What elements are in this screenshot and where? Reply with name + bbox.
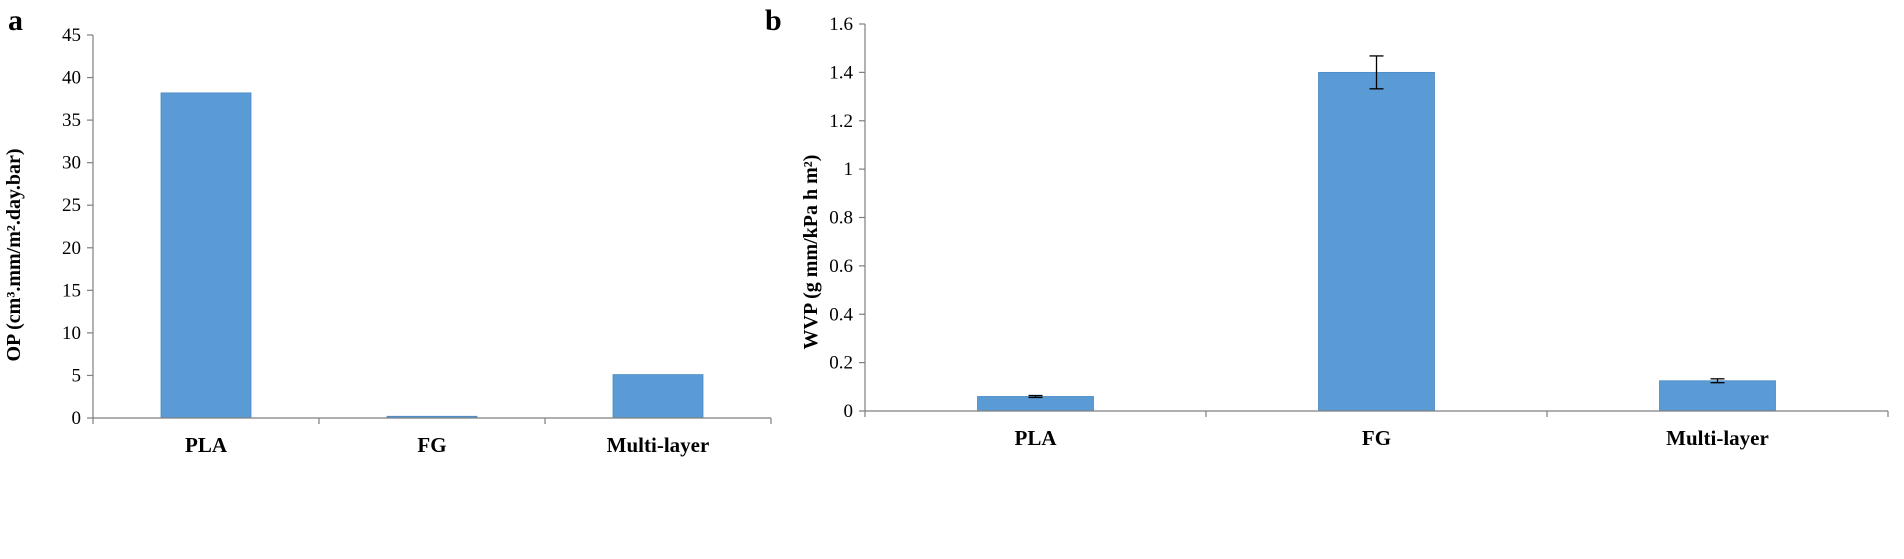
bars-b: [977, 55, 1776, 412]
y-tick-label: 0: [72, 408, 82, 429]
y-tick-label: 0.8: [829, 208, 853, 229]
x-categories-b: PLA FG Multi-layer: [864, 411, 1889, 450]
y-tick-label: 5: [72, 365, 82, 386]
bar-pla: [160, 92, 252, 419]
y-axis-label-b: WVP (g mm/kPa h m²): [800, 155, 822, 350]
x-category-label: PLA: [185, 433, 228, 457]
y-tick-label: 1: [844, 159, 854, 180]
bars-a: [160, 92, 704, 419]
bar-fg: [1318, 71, 1435, 412]
x-categories-a: PLA FG Multi-layer: [92, 418, 772, 457]
chart-panel-b: b WVP (g mm/kPa h m²) 0 0.2 0.4 0.6 0.8 1 1.2 1…: [765, 4, 1889, 450]
y-ticks-b: 0 0.2 0.4 0.6 0.8 1 1.2 1.4 1.6: [829, 14, 865, 422]
bar-pla: [977, 396, 1094, 412]
y-tick-label: 0.2: [829, 353, 853, 374]
y-tick-label: 20: [62, 238, 81, 259]
y-tick-label: 30: [62, 153, 81, 174]
y-tick-label: 0.6: [829, 256, 853, 277]
y-tick-label: 40: [62, 68, 81, 89]
x-category-label: FG: [1362, 426, 1391, 450]
y-tick-label: 0.4: [829, 304, 853, 325]
x-category-label: PLA: [1015, 426, 1058, 450]
y-tick-label: 1.4: [829, 62, 853, 83]
panel-label-b: b: [765, 4, 782, 37]
y-tick-label: 1.6: [829, 14, 853, 35]
y-tick-label: 25: [62, 195, 81, 216]
y-tick-label: 45: [62, 25, 81, 46]
x-category-label: FG: [417, 433, 446, 457]
y-axis-label-a: OP (cm³.mm/m².day.bar): [3, 148, 25, 361]
y-tick-label: 1.2: [829, 111, 853, 132]
bar-multi-layer: [612, 374, 704, 419]
chart-panel-a: a OP (cm³.mm/m².day.bar) 0 5 10 15 20 25 30 35 4…: [3, 4, 772, 457]
y-tick-label: 10: [62, 323, 81, 344]
y-ticks-a: 0 5 10 15 20 25 30 35 40 45: [62, 25, 93, 429]
y-tick-label: 0: [844, 401, 854, 422]
bar-multi-layer: [1659, 380, 1776, 412]
y-tick-label: 35: [62, 110, 81, 131]
y-tick-label: 15: [62, 280, 81, 301]
panel-label-a: a: [8, 4, 23, 37]
x-category-label: Multi-layer: [1666, 426, 1769, 450]
x-category-label: Multi-layer: [607, 433, 710, 457]
